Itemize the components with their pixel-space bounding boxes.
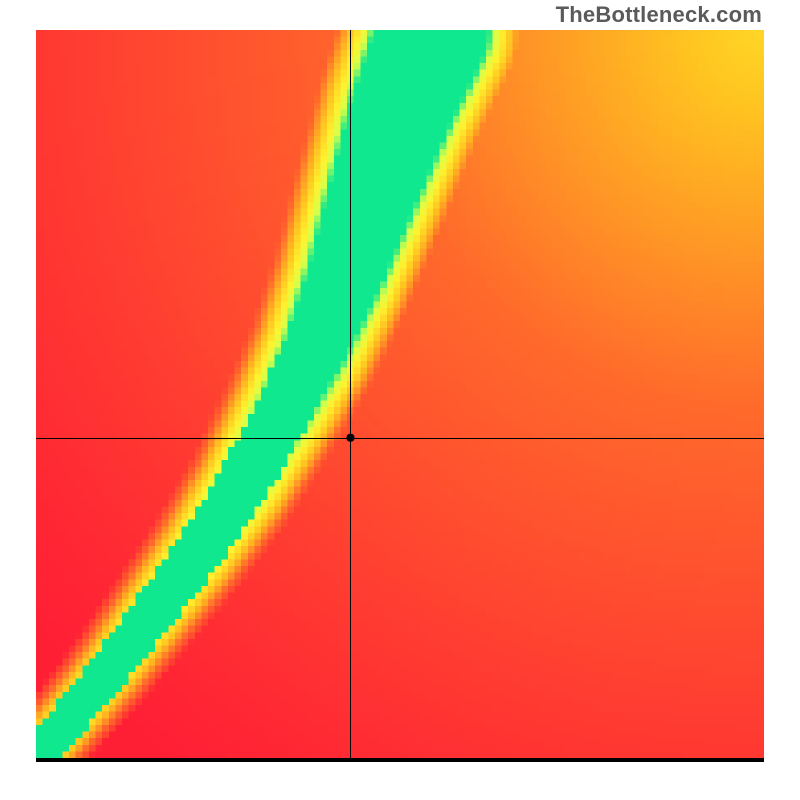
watermark-text: TheBottleneck.com <box>556 2 762 28</box>
bottleneck-heatmap <box>36 30 764 762</box>
crosshair-overlay <box>36 30 764 758</box>
